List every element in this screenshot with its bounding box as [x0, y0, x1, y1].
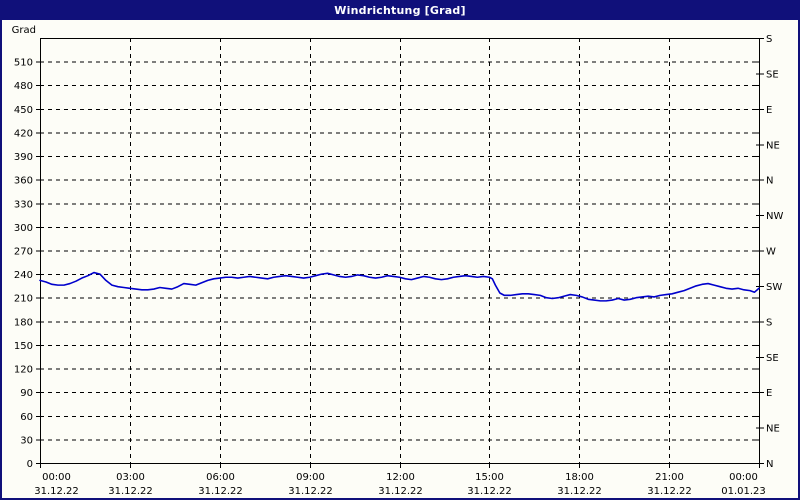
y-axis-title: Grad [12, 25, 36, 36]
x-axis-date-label: 31.12.22 [288, 486, 333, 497]
x-axis-time-label: 06:00 [206, 472, 235, 483]
x-axis-date-label: 31.12.22 [647, 486, 692, 497]
y-axis-tick-label: 450 [14, 105, 33, 116]
page-title: Windrichtung [Grad] [334, 4, 466, 17]
y-axis-compass-label: SE [766, 353, 779, 364]
y-axis-tick-label: 300 [14, 223, 33, 234]
y-axis-compass-label: NE [766, 424, 780, 435]
y-axis-compass-label: SE [766, 69, 779, 80]
y-axis-tick-label: 210 [14, 294, 33, 305]
y-axis-compass-label: E [766, 105, 772, 116]
y-axis-tick-label: 180 [14, 317, 33, 328]
y-axis-compass-label: W [766, 247, 776, 258]
x-axis-date-label: 31.12.22 [198, 486, 243, 497]
y-axis-tick-label: 510 [14, 58, 33, 69]
y-axis-tick-label: 90 [20, 388, 33, 399]
y-axis-compass-label: SW [766, 282, 782, 293]
y-axis-tick-label: 330 [14, 199, 33, 210]
y-axis-tick-label: 120 [14, 365, 33, 376]
y-axis-tick-label: 480 [14, 81, 33, 92]
y-axis-tick-label: 30 [20, 435, 33, 446]
x-axis-date-label: 31.12.22 [557, 486, 602, 497]
y-axis-tick-label: 60 [20, 412, 33, 423]
y-axis-tick-label: 420 [14, 128, 33, 139]
chart-plot-container: 0 30 60 90 120 150 180 210 240 270 300 330 360 390 420… [2, 20, 798, 498]
x-axis-time-label: 09:00 [296, 472, 325, 483]
series-line-wind-direction [39, 271, 760, 302]
x-axis-time-label: 03:00 [116, 472, 145, 483]
x-axis-time-label: 12:00 [386, 472, 415, 483]
y-axis-compass-label: NW [766, 211, 783, 222]
data-series [39, 271, 760, 302]
x-axis-date-label: 01.01.23 [721, 486, 766, 497]
y-axis-compass-label: S [766, 317, 772, 328]
y-axis-compass-label: S [766, 34, 772, 45]
x-axis-time-label: 15:00 [475, 472, 504, 483]
x-axis-time-label: 18:00 [565, 472, 594, 483]
wind-direction-line-chart: 0 30 60 90 120 150 180 210 240 270 300 330 360 390 420… [12, 25, 784, 497]
x-axis-time-label: 21:00 [655, 472, 684, 483]
x-axis-date-label: 31.12.22 [108, 486, 153, 497]
grid-lines [40, 38, 759, 463]
x-axis-time-label: 00:00 [42, 472, 71, 483]
x-axis-date-label: 31.12.22 [378, 486, 423, 497]
y-axis-compass-label: N [766, 176, 773, 187]
y-axis-tick-label: 0 [27, 459, 33, 470]
y-axis-tick-label: 390 [14, 152, 33, 163]
axis-lines [40, 38, 760, 464]
y-axis-tick-label: 240 [14, 270, 33, 281]
y-axis-compass-label: NE [766, 140, 780, 151]
window-title-bar: Windrichtung [Grad] [2, 2, 798, 20]
y-axis-compass-label: E [766, 388, 772, 399]
x-axis-time-label: 00:00 [729, 472, 758, 483]
x-axis-date-label: 31.12.22 [467, 486, 512, 497]
x-axis-date-label: 31.12.22 [34, 486, 79, 497]
y-axis-compass-label: N [766, 459, 773, 470]
y-axis-tick-label: 270 [14, 247, 33, 258]
y-axis-tick-label: 150 [14, 341, 33, 352]
axis-labels: 0 30 60 90 120 150 180 210 240 270 300 330 360 390 420… [12, 25, 784, 497]
y-axis-tick-label: 360 [14, 176, 33, 187]
